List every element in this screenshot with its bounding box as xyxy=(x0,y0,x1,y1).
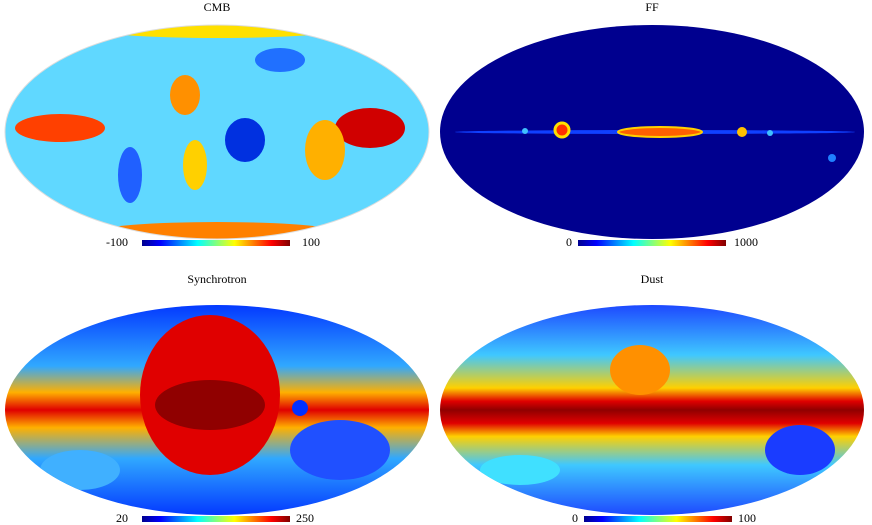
colorbar-max: 1000 xyxy=(734,235,758,249)
colorbar xyxy=(142,516,290,522)
colorbar xyxy=(584,516,732,522)
panel-synchrotron: Synchrotron 20 250 xyxy=(5,272,429,525)
panel-ff: FF 0 1000 xyxy=(440,0,864,249)
colorbar-min: -100 xyxy=(106,235,128,249)
colorbar-max: 100 xyxy=(738,511,756,525)
panel-title: CMB xyxy=(204,0,231,14)
panel-cmb: CMB -100 100 xyxy=(4,0,430,249)
panel-title: Synchrotron xyxy=(187,272,246,286)
colorbar-min: 20 xyxy=(116,511,128,525)
sky-map xyxy=(5,25,429,239)
colorbar-max: 100 xyxy=(302,235,320,249)
colorbar-max: 250 xyxy=(296,511,314,525)
colorbar xyxy=(578,240,726,246)
panel-title: FF xyxy=(645,0,659,14)
colorbar-min: 0 xyxy=(572,511,578,525)
colorbar-min: 0 xyxy=(566,235,572,249)
sky-map xyxy=(5,305,429,515)
sky-map xyxy=(440,305,864,515)
panel-dust: Dust 0 100 xyxy=(440,272,864,525)
panel-title: Dust xyxy=(641,272,664,286)
colorbar xyxy=(142,240,290,246)
